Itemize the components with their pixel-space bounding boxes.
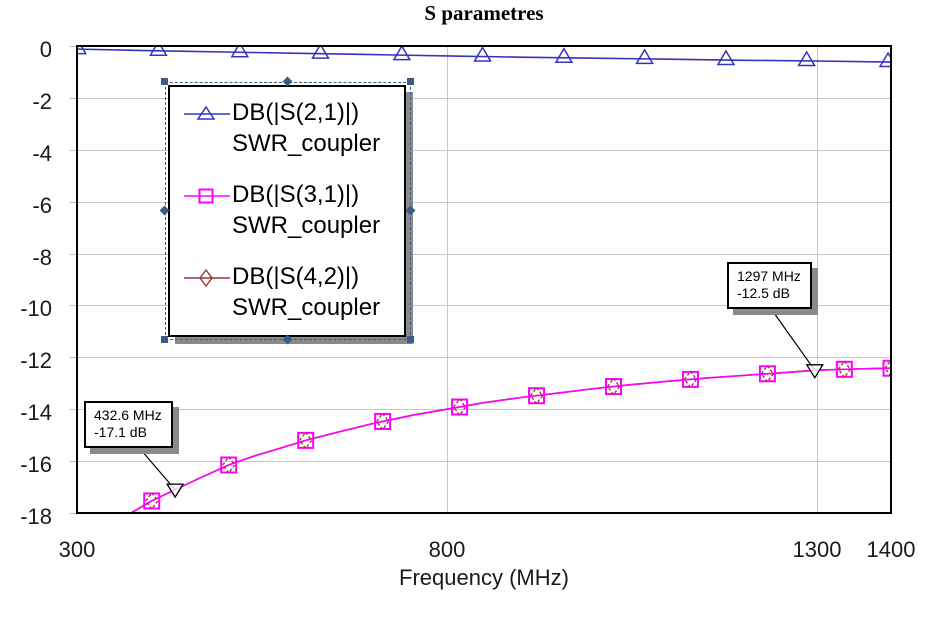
y-tick-label: -12	[20, 348, 52, 374]
selection-handle-square[interactable]	[161, 336, 168, 343]
triangle-marker-icon	[230, 47, 250, 58]
series-s31-line	[131, 367, 890, 512]
legend-source-s21: SWR_coupler	[232, 130, 381, 157]
triangle-marker-icon	[311, 47, 330, 59]
triangle-marker-icon	[878, 51, 890, 68]
triangle-marker-icon	[554, 47, 574, 64]
y-tick-label: -8	[32, 244, 52, 270]
series-s21-line	[78, 48, 890, 63]
diamond-marker-icon	[837, 360, 852, 379]
legend-marker-diamond-icon	[182, 262, 232, 292]
x-tick-label: 1300	[792, 537, 842, 562]
legend-source-s31: SWR_coupler	[232, 212, 381, 239]
square-marker-icon	[882, 359, 890, 377]
chart-title: S parametres	[424, 1, 544, 25]
annotation-value: -17.1 dB	[94, 424, 147, 440]
cursor-triangle-down-icon[interactable]	[165, 483, 185, 499]
y-tick-label: -6	[32, 192, 52, 218]
legend-label-s21: DB(|S(2,1)|)	[232, 99, 360, 126]
diamond-marker-icon	[452, 397, 467, 417]
diamond-marker-icon	[760, 364, 775, 383]
annotation-value: -12.5 dB	[737, 285, 790, 301]
selection-handle-square[interactable]	[161, 78, 168, 85]
marker-annotation-1297[interactable]: 1297 MHz -12.5 dB	[727, 262, 812, 309]
legend-entry-s21: DB(|S(2,1)|) SWR_coupler	[182, 97, 404, 159]
legend-entry-s31: DB(|S(3,1)|) SWR_coupler	[182, 179, 404, 241]
legend-label-s42: DB(|S(4,2)|)	[232, 263, 360, 290]
x-tick-label: 800	[428, 537, 466, 562]
diamond-marker-icon	[529, 386, 544, 405]
x-axis-title: Frequency (MHz)	[399, 565, 569, 590]
annotation-pointer-line	[140, 449, 176, 491]
annotation-frequency: 432.6 MHz	[94, 407, 162, 423]
triangle-marker-icon	[392, 47, 412, 61]
triangle-marker-icon	[635, 48, 654, 65]
diamond-marker-icon	[144, 491, 159, 511]
y-tick-label: -14	[20, 400, 52, 426]
diamond-marker-icon	[298, 431, 313, 450]
selection-handle-square[interactable]	[407, 78, 414, 85]
triangle-marker-icon	[149, 47, 168, 57]
y-tick-label: -2	[32, 88, 52, 114]
legend-marker-triangle-icon	[182, 98, 232, 128]
legend-source-s42: SWR_coupler	[232, 294, 381, 321]
annotation-frequency: 1297 MHz	[737, 268, 801, 284]
x-tick-label: 300	[58, 537, 96, 562]
legend[interactable]: DB(|S(2,1)|) SWR_coupler DB(|S(3,1)|) SW…	[168, 85, 406, 337]
legend-label-s31: DB(|S(3,1)|)	[232, 181, 360, 208]
diamond-marker-icon	[221, 455, 236, 475]
diamond-marker-icon	[375, 412, 390, 431]
y-tick-label: -10	[20, 296, 52, 322]
cursor-triangle-down-icon[interactable]	[805, 364, 824, 380]
marker-annotation-432[interactable]: 432.6 MHz -17.1 dB	[84, 401, 173, 448]
triangle-marker-icon	[716, 49, 736, 66]
y-tick-label: -16	[20, 452, 52, 478]
legend-entry-s42: DB(|S(4,2)|) SWR_coupler	[182, 261, 404, 323]
legend-marker-square-icon	[182, 180, 232, 210]
y-tick-label: 0	[39, 37, 52, 62]
x-tick-label: 1400	[866, 537, 916, 562]
y-tick-label: -4	[32, 140, 52, 166]
y-tick-label: -18	[20, 504, 52, 529]
selection-handle-square[interactable]	[407, 336, 414, 343]
series-s42-line	[131, 367, 890, 512]
triangle-marker-icon	[797, 50, 816, 67]
diamond-marker-icon	[606, 377, 621, 396]
plot-frame	[76, 45, 892, 514]
annotation-pointer-line	[773, 312, 816, 371]
diamond-marker-icon	[683, 370, 698, 389]
triangle-marker-icon	[473, 47, 492, 62]
data-traces	[78, 47, 890, 512]
